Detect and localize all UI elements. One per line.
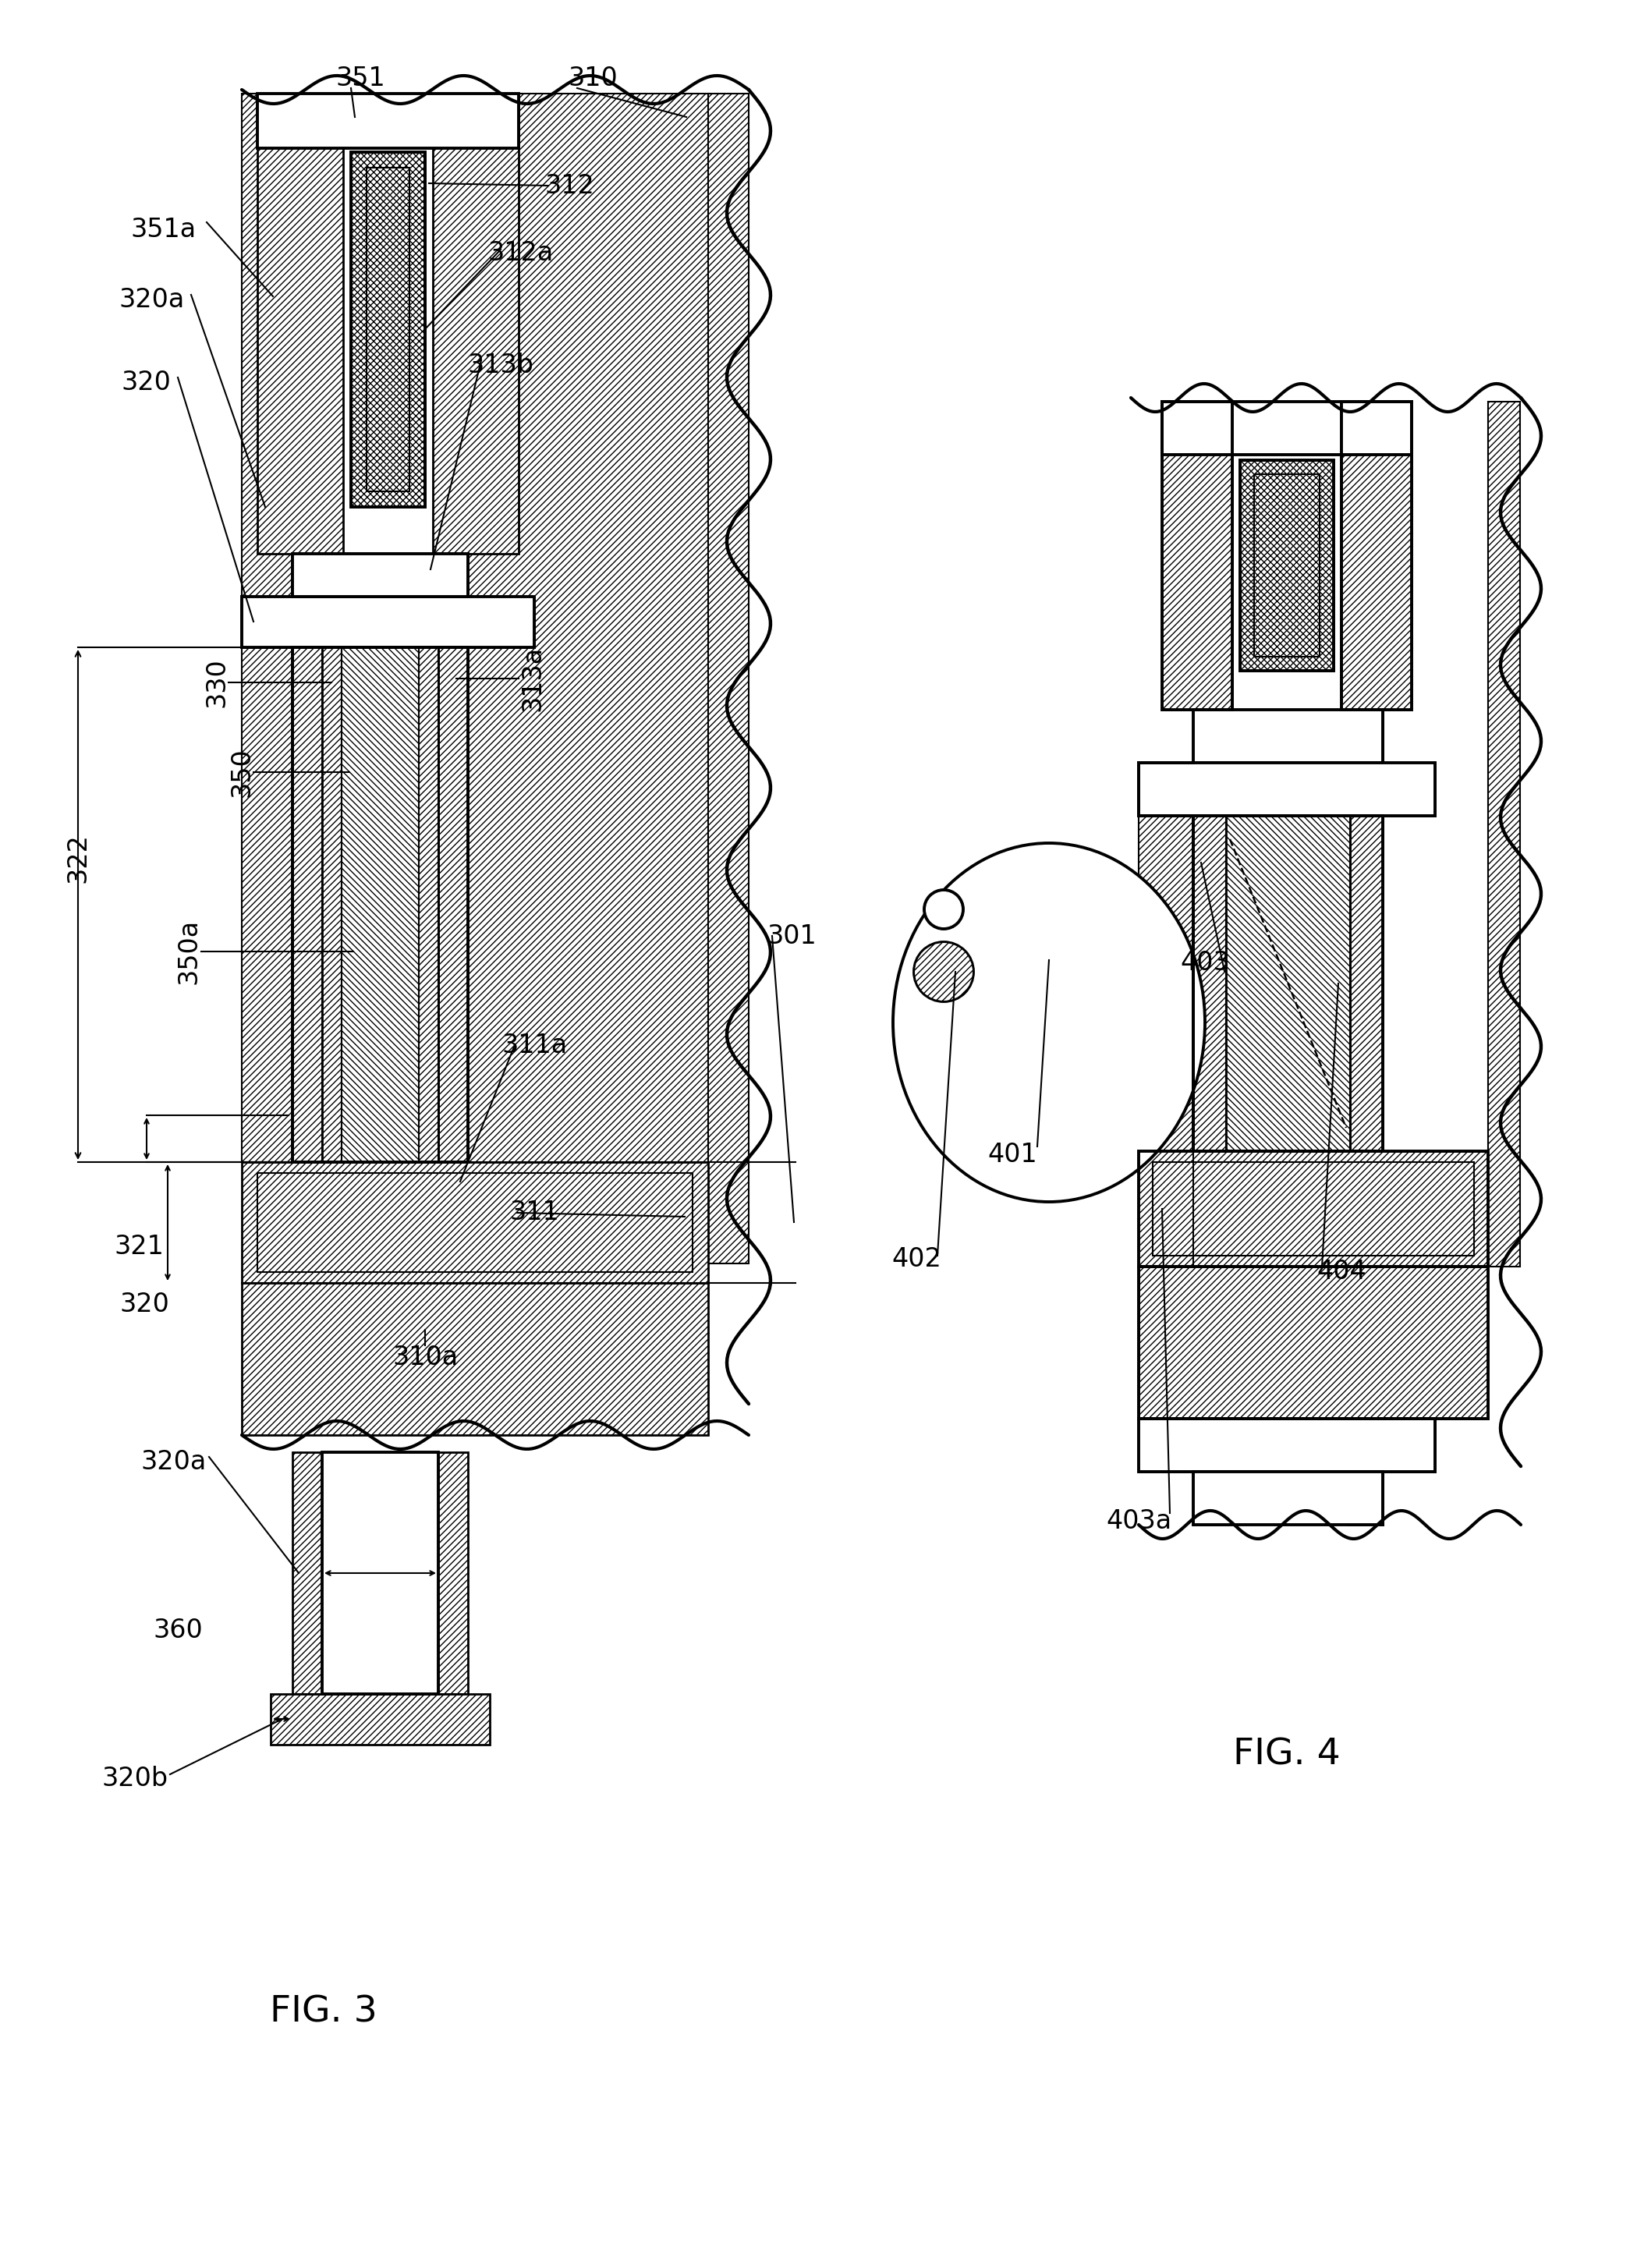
Polygon shape — [1382, 1420, 1434, 1472]
Ellipse shape — [893, 844, 1205, 1202]
Text: 320a: 320a — [119, 288, 184, 313]
Polygon shape — [1162, 401, 1412, 454]
Polygon shape — [438, 553, 468, 596]
Polygon shape — [241, 1161, 707, 1284]
Polygon shape — [241, 1284, 707, 1436]
Text: 310a: 310a — [393, 1345, 458, 1370]
Text: 402: 402 — [892, 1247, 941, 1272]
Text: 301: 301 — [766, 923, 817, 948]
Polygon shape — [1139, 816, 1193, 1266]
Polygon shape — [1350, 816, 1382, 1152]
Polygon shape — [1139, 1420, 1193, 1472]
Polygon shape — [707, 93, 748, 1263]
Polygon shape — [323, 646, 342, 1161]
Text: 312: 312 — [544, 172, 595, 200]
Text: 311: 311 — [509, 1200, 559, 1225]
Polygon shape — [1226, 816, 1350, 1152]
Circle shape — [914, 941, 973, 1002]
Polygon shape — [419, 646, 438, 1161]
Polygon shape — [241, 646, 292, 1161]
Polygon shape — [1348, 710, 1382, 762]
Polygon shape — [323, 1452, 438, 1694]
Text: 330: 330 — [204, 658, 230, 708]
Text: 322: 322 — [65, 832, 91, 882]
Text: 312a: 312a — [487, 240, 554, 265]
Polygon shape — [1382, 762, 1434, 816]
Text: 360: 360 — [153, 1617, 202, 1642]
Circle shape — [914, 941, 973, 1002]
Text: 320: 320 — [121, 370, 171, 395]
Polygon shape — [271, 1694, 489, 1744]
Polygon shape — [1139, 762, 1193, 816]
Polygon shape — [241, 596, 292, 646]
Text: 401: 401 — [988, 1141, 1037, 1168]
Text: 320a: 320a — [142, 1449, 207, 1474]
Text: 350: 350 — [228, 746, 254, 796]
Polygon shape — [1193, 1472, 1382, 1524]
Polygon shape — [1139, 1152, 1488, 1266]
Text: 403: 403 — [1180, 950, 1229, 975]
Polygon shape — [1193, 710, 1382, 762]
Polygon shape — [1139, 1420, 1434, 1472]
Text: 313a: 313a — [520, 646, 546, 712]
Text: FIG. 4: FIG. 4 — [1234, 1737, 1340, 1771]
Polygon shape — [1162, 401, 1232, 710]
Text: 351a: 351a — [130, 218, 197, 243]
Text: 311a: 311a — [502, 1032, 567, 1057]
Polygon shape — [438, 1452, 468, 1694]
Polygon shape — [1341, 401, 1412, 710]
Text: 321: 321 — [114, 1234, 163, 1259]
Text: 313b: 313b — [468, 352, 535, 379]
Polygon shape — [292, 1452, 323, 1694]
Text: 404: 404 — [1317, 1259, 1366, 1284]
Polygon shape — [468, 596, 535, 646]
Polygon shape — [1139, 762, 1434, 816]
Circle shape — [924, 889, 963, 930]
Polygon shape — [438, 646, 468, 1161]
Text: 310: 310 — [567, 66, 618, 91]
Text: 320: 320 — [119, 1290, 170, 1318]
Polygon shape — [434, 93, 518, 553]
Polygon shape — [1193, 816, 1226, 1152]
Polygon shape — [292, 596, 355, 646]
Polygon shape — [258, 93, 518, 147]
Text: 320b: 320b — [101, 1765, 168, 1792]
Polygon shape — [292, 553, 468, 596]
Text: 351: 351 — [336, 66, 385, 91]
Polygon shape — [1240, 460, 1333, 671]
Text: 403a: 403a — [1105, 1508, 1172, 1533]
Polygon shape — [241, 93, 292, 596]
Polygon shape — [342, 646, 419, 1161]
Polygon shape — [350, 152, 425, 508]
Polygon shape — [1193, 1472, 1229, 1524]
Text: 350a: 350a — [176, 919, 202, 984]
Polygon shape — [292, 646, 323, 1161]
Polygon shape — [1348, 1472, 1382, 1524]
Polygon shape — [1488, 401, 1521, 1266]
Polygon shape — [1139, 1266, 1488, 1420]
Polygon shape — [1193, 710, 1229, 762]
Polygon shape — [468, 93, 709, 1263]
Text: FIG. 3: FIG. 3 — [271, 1994, 378, 2030]
Polygon shape — [258, 93, 344, 553]
Polygon shape — [241, 596, 535, 646]
Polygon shape — [292, 553, 323, 596]
